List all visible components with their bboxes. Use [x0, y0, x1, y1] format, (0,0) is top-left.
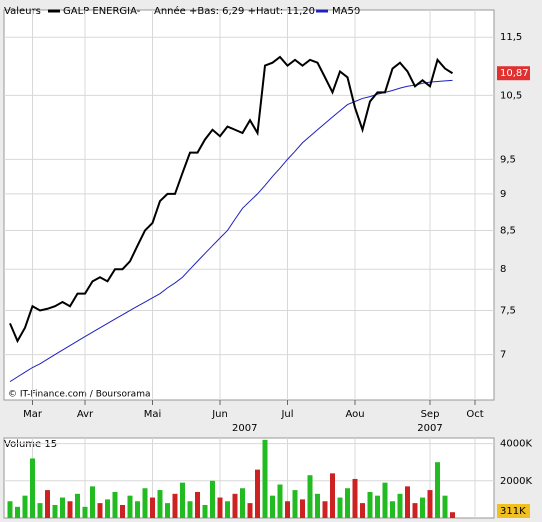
volume-bar [82, 506, 88, 518]
volume-bar [217, 497, 223, 518]
volume-bar [397, 493, 403, 518]
volume-bar [105, 499, 110, 518]
year-label: 2007 [417, 423, 442, 434]
volume-bar [135, 501, 140, 518]
volume-bar [112, 491, 118, 518]
volume-bar [390, 501, 395, 518]
volume-bar [270, 495, 275, 518]
last-value-box [497, 66, 530, 81]
volume-bar [157, 490, 163, 518]
legend-entry: GALP ENERGIA- [63, 6, 141, 17]
legend-label: Valeurs [4, 6, 41, 17]
x-tick-label: Avr [77, 409, 94, 420]
volume-bar [30, 458, 35, 518]
volume-bar [7, 501, 13, 518]
annotation: © IT-Finance.com / Boursorama [8, 390, 150, 400]
volume-bar [255, 469, 260, 518]
volume-bar [442, 495, 448, 518]
volume-bar [52, 504, 58, 518]
volume-bar [240, 488, 245, 518]
last-value-box [497, 504, 530, 518]
volume-bar [375, 495, 380, 518]
y-tick-label: 2000K [500, 476, 532, 487]
y-tick-label: 4000K [500, 439, 532, 450]
volume-bar [142, 488, 148, 518]
volume-bar [165, 503, 170, 518]
volume-bar [120, 504, 125, 518]
volume-bar [292, 490, 298, 518]
x-tick-label: Aou [345, 409, 364, 420]
volume-bar [322, 501, 328, 518]
volume-bar [172, 493, 178, 518]
y-tick-label: 8,5 [500, 225, 516, 236]
subtitle: Année +Bas: 6,29 +Haut: 11,20 [154, 5, 315, 17]
y-tick-label: 11,5 [500, 32, 522, 43]
volume-bar [307, 475, 313, 518]
x-tick-label: Mai [144, 409, 162, 420]
price-line [9, 79, 453, 383]
volume-bar [412, 503, 418, 518]
volume-bar [315, 493, 320, 518]
volume-bar [127, 495, 133, 518]
volume-bar [247, 503, 253, 518]
volume-bar [382, 482, 388, 518]
volume-bar [67, 501, 73, 518]
volume-bar [262, 439, 268, 518]
last-value-label: 10,87 [500, 68, 529, 79]
volume-bar [277, 484, 283, 518]
y-tick-label: 9,5 [500, 154, 516, 165]
volume-bar [427, 490, 433, 518]
price-plot [3, 9, 495, 401]
volume-bar [150, 497, 155, 518]
volume-bar [45, 490, 50, 518]
volume-bar [420, 497, 425, 518]
volume-bar [345, 488, 350, 518]
y-tick-label: 8 [500, 264, 506, 275]
volume-bar [330, 473, 335, 518]
volume-title: Volume 15 [4, 439, 57, 450]
volume-bar [450, 512, 455, 518]
y-tick-label: 7 [500, 350, 506, 361]
volume-bar [285, 501, 290, 518]
volume-bar [232, 493, 238, 518]
volume-bar [360, 503, 365, 518]
volume-bar [90, 486, 95, 518]
volume-bar [337, 497, 343, 518]
volume-bar [195, 491, 200, 518]
volume-bar [180, 482, 185, 518]
volume-bar [367, 491, 373, 518]
legend-entry: MA50 [332, 6, 360, 17]
x-tick-label: Oct [466, 409, 483, 420]
volume-bar [435, 462, 440, 518]
volume-bar [75, 493, 80, 518]
volume-bar [352, 478, 358, 518]
volume-bar [300, 499, 305, 518]
volume-bar [187, 501, 193, 518]
x-tick-label: Jul [280, 409, 293, 420]
y-tick-label: 7,5 [500, 305, 516, 316]
last-value-label: 311K [500, 506, 526, 517]
volume-bar [97, 503, 103, 518]
volume-bar [225, 501, 230, 518]
volume-bar [37, 503, 43, 518]
x-tick-label: Sep [421, 409, 440, 420]
volume-bar [22, 495, 28, 518]
volume-bar [202, 504, 208, 518]
y-tick-label: 10,5 [500, 90, 522, 101]
volume-bar [210, 480, 215, 518]
year-label: 2007 [232, 423, 257, 434]
volume-bar [60, 497, 65, 518]
x-tick-label: Jun [211, 409, 228, 420]
price-line [9, 55, 454, 344]
volume-bar [405, 486, 410, 518]
y-tick-label: 9 [500, 189, 506, 200]
x-tick-label: Mar [23, 409, 43, 420]
volume-bar [15, 506, 20, 518]
